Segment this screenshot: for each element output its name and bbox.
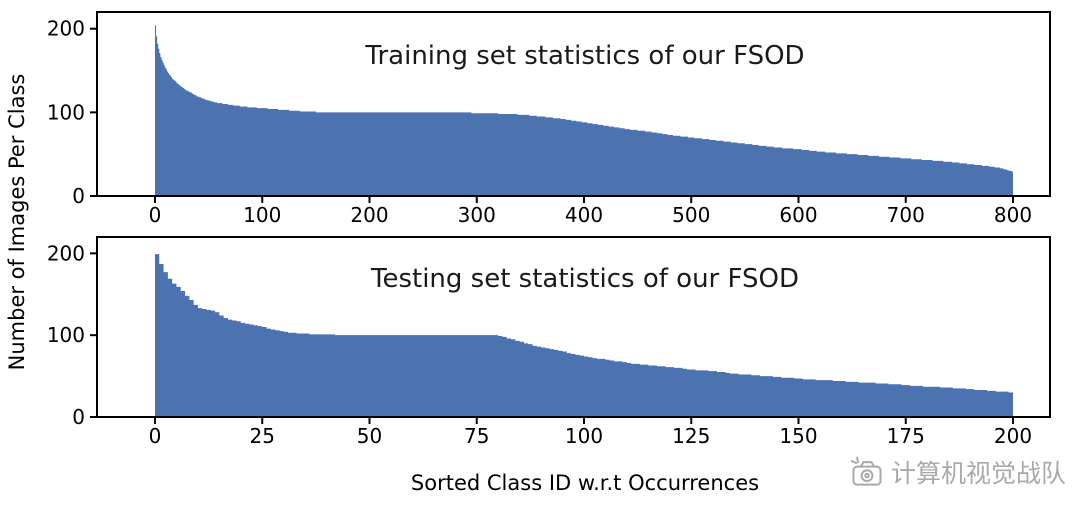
- training-chart-title: Training set statistics of our FSOD: [364, 41, 804, 71]
- x-tick-label: 200: [994, 424, 1032, 448]
- camera-sparkle: [856, 456, 859, 464]
- camera-lens-inner: [864, 472, 870, 479]
- x-tick-label: 700: [887, 203, 925, 227]
- x-tick-label: 200: [350, 203, 388, 227]
- x-tick-label: 400: [565, 203, 603, 227]
- x-tick-label: 75: [464, 424, 489, 448]
- area-series-1: [155, 254, 1013, 417]
- y-tick-label: 100: [47, 323, 85, 347]
- camera-sparkle: [850, 460, 858, 464]
- y-axis-label: Number of Images Per Class: [5, 74, 29, 371]
- camera-icon: [850, 456, 882, 486]
- x-axis-label: Sorted Class ID w.r.t Occurrences: [411, 471, 759, 495]
- x-tick-label: 100: [243, 203, 281, 227]
- camera-lens: [860, 469, 874, 482]
- x-tick-label: 800: [994, 203, 1032, 227]
- y-tick-label: 0: [72, 184, 85, 208]
- plot-frame: [96, 236, 1051, 418]
- x-tick-label: 125: [672, 424, 710, 448]
- x-tick-label: 150: [779, 424, 817, 448]
- area-series-0: [155, 25, 1013, 196]
- camera-body: [852, 465, 882, 486]
- camera-top: [859, 461, 876, 468]
- watermark-text: 计算机视觉战队: [890, 459, 1066, 488]
- y-tick-label: 100: [47, 100, 85, 124]
- x-tick-label: 25: [250, 424, 275, 448]
- testing-chart-title: Testing set statistics of our FSOD: [370, 264, 799, 294]
- x-tick-label: 600: [779, 203, 817, 227]
- x-tick-label: 500: [672, 203, 710, 227]
- x-tick-label: 50: [357, 424, 382, 448]
- y-tick-label: 0: [72, 405, 85, 429]
- plot-frame: [96, 11, 1051, 197]
- y-tick-label: 200: [47, 17, 85, 41]
- x-tick-label: 300: [458, 203, 496, 227]
- x-tick-label: 0: [149, 203, 162, 227]
- y-tick-label: 200: [47, 241, 85, 265]
- x-tick-label: 175: [887, 424, 925, 448]
- watermark: 计算机视觉战队: [849, 454, 1066, 490]
- x-tick-label: 0: [149, 424, 162, 448]
- x-tick-label: 100: [565, 424, 603, 448]
